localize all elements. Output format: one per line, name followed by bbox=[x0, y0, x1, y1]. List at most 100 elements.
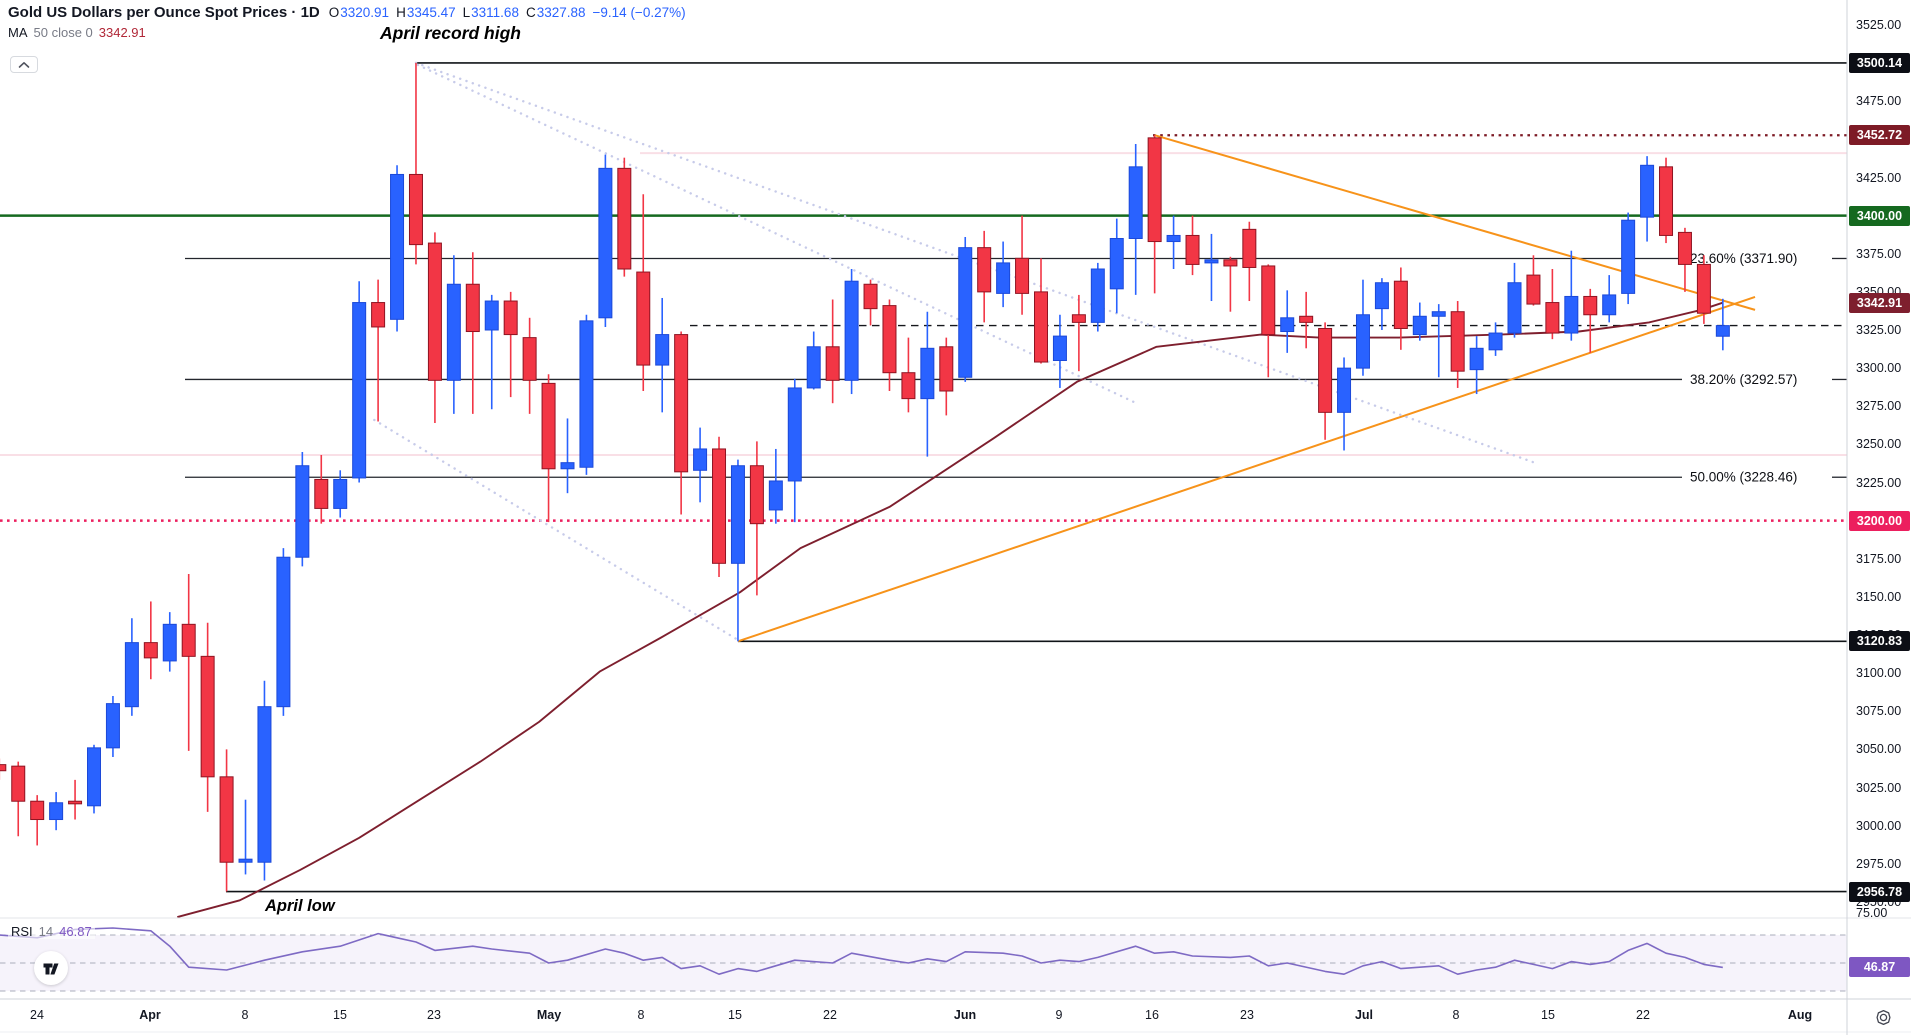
candle[interactable] bbox=[1564, 295, 1579, 334]
candle[interactable] bbox=[1090, 268, 1105, 323]
collapse-indicator-button[interactable] bbox=[10, 56, 38, 73]
candle[interactable] bbox=[939, 346, 954, 392]
candle[interactable] bbox=[1185, 234, 1200, 265]
candle[interactable] bbox=[844, 280, 859, 381]
ma-indicator-legend[interactable]: MA 50 close 0 3342.91 bbox=[8, 25, 146, 40]
candle[interactable] bbox=[276, 556, 291, 708]
candle[interactable] bbox=[806, 346, 821, 389]
candle[interactable] bbox=[1507, 282, 1522, 334]
tradingview-logo[interactable] bbox=[34, 951, 68, 985]
candle[interactable] bbox=[1337, 367, 1352, 413]
candle[interactable] bbox=[124, 642, 139, 708]
candle[interactable] bbox=[598, 167, 613, 319]
candle[interactable] bbox=[1469, 347, 1484, 371]
candle[interactable] bbox=[200, 655, 215, 778]
candle[interactable] bbox=[1355, 314, 1370, 369]
candle[interactable] bbox=[1223, 259, 1238, 267]
candle[interactable] bbox=[1109, 238, 1124, 290]
candle[interactable] bbox=[541, 382, 556, 470]
candle[interactable] bbox=[1280, 317, 1295, 333]
candle[interactable] bbox=[787, 387, 802, 482]
candle[interactable] bbox=[1204, 259, 1219, 264]
candle[interactable] bbox=[560, 462, 575, 470]
candle[interactable] bbox=[1052, 335, 1067, 362]
candle[interactable] bbox=[655, 334, 670, 366]
candle[interactable] bbox=[87, 747, 101, 807]
candle[interactable] bbox=[427, 242, 442, 381]
candle[interactable] bbox=[1147, 137, 1162, 243]
candle[interactable] bbox=[30, 800, 45, 821]
symbol-header[interactable]: Gold US Dollars per Ounce Spot Prices · … bbox=[8, 4, 686, 21]
candle[interactable] bbox=[1128, 166, 1143, 239]
candle[interactable] bbox=[901, 372, 916, 400]
candle[interactable] bbox=[257, 706, 272, 863]
candle[interactable] bbox=[143, 642, 158, 659]
candle[interactable] bbox=[68, 800, 83, 805]
candle[interactable] bbox=[333, 478, 348, 509]
candle[interactable] bbox=[1526, 274, 1541, 305]
candle[interactable] bbox=[1696, 263, 1711, 314]
axis-settings-button[interactable] bbox=[1872, 1006, 1894, 1028]
candle[interactable] bbox=[958, 247, 973, 378]
candle[interactable] bbox=[617, 167, 632, 270]
candle[interactable] bbox=[1242, 228, 1257, 268]
candle[interactable] bbox=[11, 765, 26, 802]
candle[interactable] bbox=[749, 465, 764, 525]
candle[interactable] bbox=[371, 302, 386, 328]
candle[interactable] bbox=[1659, 166, 1674, 236]
candle[interactable] bbox=[579, 320, 594, 468]
candle[interactable] bbox=[0, 764, 7, 772]
candle[interactable] bbox=[522, 337, 537, 381]
candle[interactable] bbox=[314, 478, 329, 509]
candle[interactable] bbox=[390, 173, 405, 320]
candle[interactable] bbox=[1450, 311, 1465, 372]
candle[interactable] bbox=[1545, 302, 1560, 334]
candle[interactable] bbox=[825, 346, 840, 381]
rsi-indicator-legend[interactable]: RSI 14 46.87 bbox=[8, 924, 95, 939]
candle[interactable] bbox=[730, 465, 745, 564]
candle[interactable] bbox=[1166, 234, 1181, 243]
candle[interactable] bbox=[162, 623, 177, 662]
candle[interactable] bbox=[1034, 291, 1048, 363]
candle[interactable] bbox=[1488, 332, 1503, 351]
candle[interactable] bbox=[1412, 315, 1427, 336]
candle[interactable] bbox=[1299, 315, 1314, 323]
candle[interactable] bbox=[1071, 314, 1086, 323]
candle[interactable] bbox=[674, 334, 689, 473]
candle[interactable] bbox=[882, 305, 897, 374]
time-axis[interactable] bbox=[0, 999, 1847, 1035]
candle[interactable] bbox=[352, 302, 367, 479]
candle[interactable] bbox=[636, 271, 651, 366]
candle[interactable] bbox=[693, 448, 708, 471]
candle[interactable] bbox=[238, 858, 253, 863]
candle[interactable] bbox=[712, 448, 727, 564]
candle[interactable] bbox=[1393, 280, 1408, 329]
candle[interactable] bbox=[1715, 325, 1730, 337]
candle[interactable] bbox=[219, 776, 234, 863]
candle[interactable] bbox=[408, 173, 423, 246]
candle[interactable] bbox=[996, 262, 1011, 294]
candle[interactable] bbox=[465, 283, 480, 333]
candle[interactable] bbox=[1318, 327, 1333, 413]
candle[interactable] bbox=[1583, 295, 1598, 316]
candle[interactable] bbox=[1015, 257, 1030, 294]
candle[interactable] bbox=[1261, 265, 1276, 336]
candle[interactable] bbox=[977, 247, 992, 293]
candle[interactable] bbox=[446, 283, 461, 381]
candle[interactable] bbox=[1374, 282, 1389, 310]
candle[interactable] bbox=[105, 703, 120, 749]
candle[interactable] bbox=[1640, 164, 1655, 218]
candle[interactable] bbox=[1677, 231, 1692, 265]
candle[interactable] bbox=[49, 802, 64, 821]
candle[interactable] bbox=[1431, 311, 1446, 317]
candle[interactable] bbox=[1602, 294, 1617, 316]
candle[interactable] bbox=[181, 623, 196, 657]
candle[interactable] bbox=[1621, 219, 1636, 294]
candle[interactable] bbox=[863, 283, 878, 310]
candle[interactable] bbox=[768, 480, 783, 511]
candle[interactable] bbox=[484, 300, 499, 331]
candle[interactable] bbox=[295, 465, 310, 558]
candle[interactable] bbox=[503, 300, 518, 336]
candle[interactable] bbox=[920, 347, 935, 400]
price-axis[interactable] bbox=[1847, 0, 1911, 1035]
